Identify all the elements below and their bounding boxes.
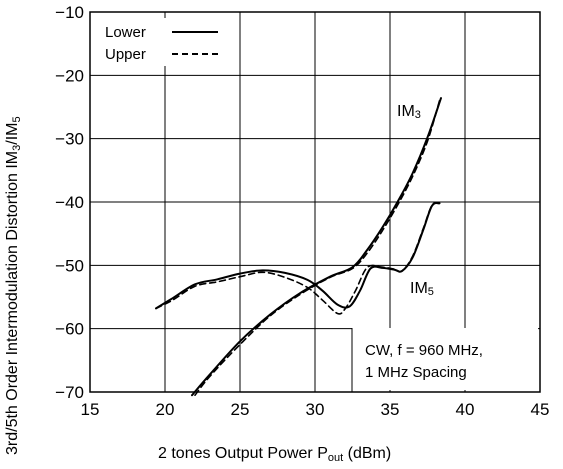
x-axis-title: 2 tones Output Power Pout (dBm) xyxy=(158,445,391,464)
y-tick-label: −30 xyxy=(55,130,84,149)
y-tick-label: −60 xyxy=(55,320,84,339)
im5-upper-line xyxy=(155,201,441,315)
y-axis-title: 3rd/5th Order Intermodulation Distortion… xyxy=(4,116,23,455)
im3-curve-label: IM3 xyxy=(397,103,421,121)
x-tick-label: 30 xyxy=(306,400,325,419)
im3-lower-line xyxy=(191,97,442,397)
y-tick-label: −40 xyxy=(55,193,84,212)
y-tick-label: −10 xyxy=(55,3,84,22)
annotation-background xyxy=(352,328,538,390)
im5-curve-label: IM5 xyxy=(410,280,434,298)
x-tick-labels: 15 20 25 30 35 40 45 xyxy=(81,400,550,419)
x-tick-label: 40 xyxy=(456,400,475,419)
series-lines xyxy=(155,97,442,397)
x-tick-label: 35 xyxy=(381,400,400,419)
legend-background xyxy=(96,18,226,66)
y-tick-label: −50 xyxy=(55,256,84,275)
legend: Lower Upper xyxy=(96,18,226,66)
x-tick-label: 20 xyxy=(156,400,175,419)
annotation-line-1: CW, f = 960 MHz, xyxy=(365,342,483,359)
im3-upper-line xyxy=(194,99,441,396)
annotation-line-2: 1 MHz Spacing xyxy=(365,364,467,381)
conditions-annotation: CW, f = 960 MHz, 1 MHz Spacing xyxy=(351,328,538,392)
y-tick-label: −20 xyxy=(55,66,84,85)
im5-lower-line xyxy=(155,202,441,310)
x-tick-label: 15 xyxy=(81,400,100,419)
y-tick-labels: −10 −20 −30 −40 −50 −60 −70 xyxy=(55,3,84,402)
legend-label-upper: Upper xyxy=(105,46,146,63)
x-tick-label: 25 xyxy=(231,400,250,419)
legend-label-lower: Lower xyxy=(105,24,146,41)
y-tick-label: −70 xyxy=(55,383,84,402)
x-tick-label: 45 xyxy=(531,400,550,419)
